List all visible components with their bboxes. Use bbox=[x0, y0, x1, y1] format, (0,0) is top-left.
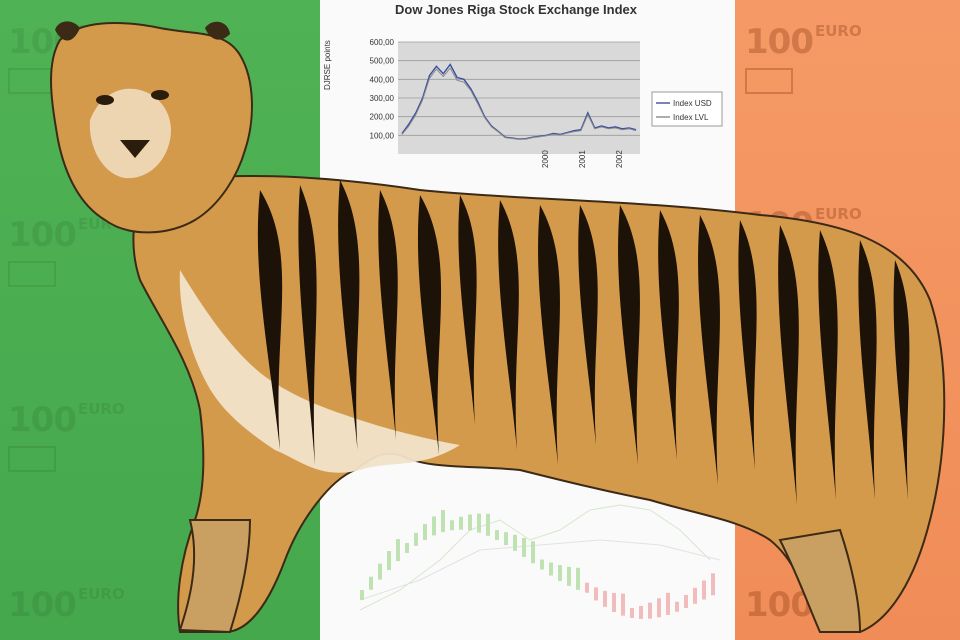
candlestick bbox=[711, 573, 715, 596]
candlestick bbox=[540, 559, 544, 570]
y-axis-label: DJRSE points bbox=[323, 40, 332, 90]
candlestick bbox=[369, 576, 373, 590]
candlestick bbox=[360, 590, 364, 600]
candlestick bbox=[450, 520, 454, 531]
candlestick bbox=[459, 516, 463, 530]
candlestick bbox=[495, 530, 499, 541]
tiger-stripe bbox=[618, 205, 640, 465]
tiger-stripe bbox=[778, 225, 799, 505]
candlestick bbox=[441, 510, 445, 533]
x-tick-label: 2002 bbox=[615, 150, 624, 168]
y-tick-label: 400,00 bbox=[370, 75, 395, 84]
candlestick bbox=[603, 590, 607, 607]
candlestick bbox=[477, 513, 481, 533]
tiger-stripe bbox=[298, 185, 317, 465]
legend-label: Index USD bbox=[673, 99, 712, 108]
candlestick bbox=[657, 598, 661, 618]
legend-box bbox=[651, 91, 723, 127]
candlestick bbox=[576, 567, 580, 590]
y-tick-label: 300,00 bbox=[370, 94, 395, 103]
chart-title: Dow Jones Riga Stock Exchange Index bbox=[395, 2, 638, 17]
candlestick bbox=[567, 566, 571, 586]
tiger-stripe bbox=[658, 210, 679, 460]
tiger-stripe bbox=[378, 190, 398, 440]
candlestick bbox=[522, 537, 526, 557]
candlestick bbox=[675, 601, 679, 612]
candlestick bbox=[504, 532, 508, 546]
candlestick bbox=[666, 592, 670, 615]
tiger-stripe bbox=[417, 195, 442, 455]
candlestick bbox=[486, 513, 490, 536]
candlestick bbox=[549, 562, 553, 576]
tiger-stripe bbox=[257, 190, 283, 450]
series-line bbox=[401, 67, 637, 140]
candlestick bbox=[702, 580, 706, 600]
x-tick-label: 2000 bbox=[541, 150, 550, 168]
candlestick bbox=[423, 524, 427, 541]
tiger-stripe bbox=[818, 230, 838, 500]
tiger-stripe bbox=[893, 260, 910, 500]
x-tick-label: 2001 bbox=[578, 150, 587, 168]
candlestick bbox=[468, 514, 472, 531]
candlestick bbox=[531, 541, 535, 564]
candlestick bbox=[648, 602, 652, 619]
candlestick bbox=[693, 587, 697, 604]
y-tick-label: 600,00 bbox=[370, 38, 395, 47]
tiger-stripe bbox=[698, 215, 720, 485]
candlestick bbox=[612, 592, 616, 612]
tiger-stripe bbox=[858, 240, 877, 500]
tiger-stripe bbox=[578, 205, 598, 445]
candlestick bbox=[621, 593, 625, 616]
candlestick bbox=[684, 594, 688, 608]
candlestick bbox=[432, 516, 436, 536]
candlestick bbox=[378, 563, 382, 580]
candlestick bbox=[558, 565, 562, 582]
candlestick bbox=[405, 542, 409, 553]
candlestick bbox=[387, 551, 391, 571]
tiger-illustration bbox=[50, 21, 946, 634]
candlestick bbox=[396, 539, 400, 562]
y-tick-label: 200,00 bbox=[370, 113, 395, 122]
legend-label: Index LVL bbox=[673, 113, 709, 122]
tiger-stripe bbox=[498, 200, 519, 450]
candlestick bbox=[414, 532, 418, 546]
candlestick bbox=[594, 587, 598, 601]
candlestick bbox=[630, 607, 634, 618]
candlestick bbox=[513, 534, 517, 551]
tiger-stripe bbox=[458, 195, 477, 425]
candlestick bbox=[639, 605, 643, 619]
tiger-stripe bbox=[538, 205, 560, 465]
y-tick-label: 100,00 bbox=[370, 131, 395, 140]
candlestick bbox=[585, 582, 589, 593]
y-tick-label: 500,00 bbox=[370, 57, 395, 66]
background-candlestick-chart bbox=[359, 504, 721, 619]
tiger-stripe bbox=[738, 220, 757, 470]
tiger-stripe bbox=[338, 180, 360, 450]
